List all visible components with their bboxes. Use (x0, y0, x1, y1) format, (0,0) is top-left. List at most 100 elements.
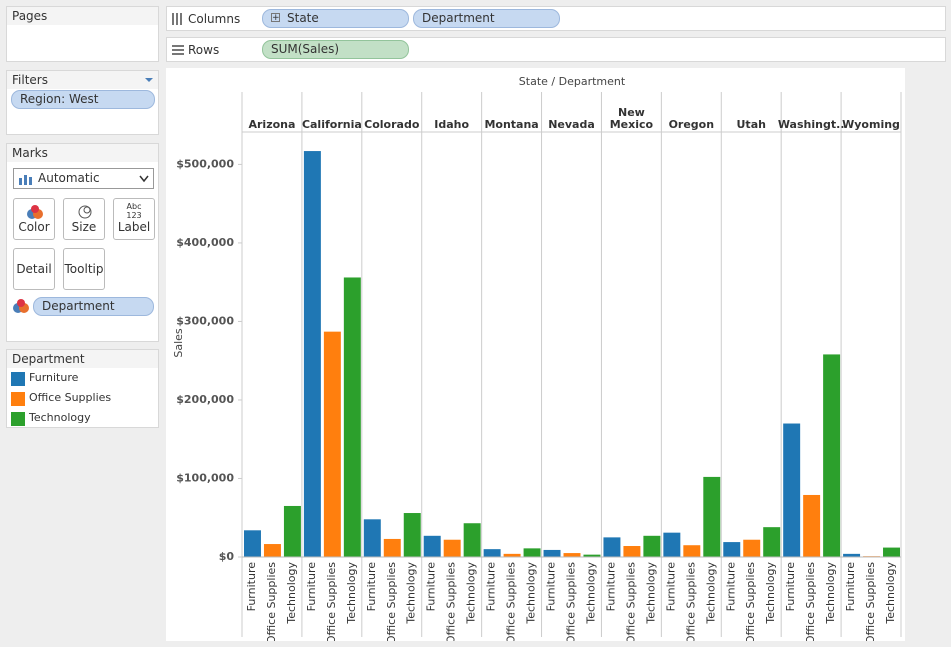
bar (244, 530, 261, 557)
bar (683, 545, 701, 557)
category-label: Furniture (245, 562, 258, 612)
detail-button[interactable]: Detail (13, 248, 55, 290)
y-tick-label: $0 (219, 550, 235, 563)
color-pill-icon (13, 299, 29, 313)
size-button[interactable]: Size (63, 198, 105, 240)
pages-title: Pages (7, 7, 158, 25)
category-label: Technology (824, 562, 837, 625)
bar (403, 513, 421, 557)
marks-title: Marks (7, 144, 158, 162)
column-header: Washingt.. (778, 118, 845, 131)
label-label: Label (117, 220, 151, 234)
category-label: Office Supplies (864, 562, 877, 641)
bar (343, 277, 361, 557)
category-label: Furniture (425, 562, 438, 612)
bar (563, 553, 581, 557)
y-tick-label: $500,000 (176, 157, 234, 170)
column-header: Utah (737, 118, 766, 131)
state-pill-text: State (287, 11, 319, 25)
marks-panel: Marks Automatic Color Size Abc 123 Label… (6, 143, 159, 342)
bar (883, 547, 900, 557)
department-pill[interactable]: Department (33, 297, 154, 316)
bar (463, 523, 481, 557)
bar (283, 505, 301, 557)
bar (703, 476, 721, 557)
rows-icon (172, 45, 184, 55)
column-header: Oregon (669, 118, 715, 131)
bar (543, 549, 561, 557)
category-label: Office Supplies (325, 562, 338, 641)
column-header: Montana (484, 118, 538, 131)
bar (823, 354, 841, 557)
sum-sales-pill[interactable]: SUM(Sales) (262, 40, 409, 59)
rows-label: Rows (188, 43, 220, 57)
legend-swatch[interactable] (11, 392, 25, 406)
legend-swatch[interactable] (11, 412, 25, 426)
bar (643, 535, 661, 557)
category-label: Technology (525, 562, 538, 625)
dropdown-arrow (139, 175, 149, 183)
label-icon: Abc 123 (126, 202, 142, 220)
category-label: Technology (465, 562, 478, 625)
tooltip-label: Tooltip (64, 262, 104, 276)
bar (783, 423, 801, 557)
category-label: Office Supplies (565, 562, 578, 641)
category-label: Technology (884, 562, 897, 625)
bar (723, 542, 741, 557)
bar (423, 535, 441, 557)
bar (623, 546, 641, 557)
category-label: Technology (345, 562, 358, 625)
columns-shelf: Columns + State Department (166, 6, 946, 31)
state-pill[interactable]: + State (262, 9, 409, 28)
color-button[interactable]: Color (13, 198, 55, 240)
legend-label[interactable]: Technology (29, 411, 91, 424)
legend-label[interactable]: Furniture (29, 371, 79, 384)
mark-type: Automatic (38, 171, 100, 185)
y-axis-label: Sales (172, 328, 185, 358)
tooltip-button[interactable]: Tooltip (63, 248, 105, 290)
category-label: Furniture (365, 562, 378, 612)
legend-panel: Department Furniture Office Supplies Techn… (6, 349, 159, 428)
filters-panel: Filters Region: West (6, 70, 159, 135)
bar (263, 544, 281, 557)
legend-title: Department (7, 350, 158, 368)
category-label: Furniture (604, 562, 617, 612)
column-header: California (302, 118, 362, 131)
category-label: Technology (704, 562, 717, 625)
y-tick-label: $200,000 (176, 393, 234, 406)
category-label: Technology (584, 562, 597, 625)
label-button[interactable]: Abc 123 Label (113, 198, 155, 240)
category-label: Furniture (545, 562, 558, 612)
column-header: Idaho (434, 118, 469, 131)
category-label: Office Supplies (804, 562, 817, 641)
legend-label[interactable]: Office Supplies (29, 391, 112, 404)
y-tick-label: $300,000 (176, 314, 234, 327)
bar (843, 553, 861, 557)
category-label: Furniture (784, 562, 797, 612)
bar (583, 554, 601, 557)
category-label: Furniture (664, 562, 677, 612)
category-label: Office Supplies (624, 562, 637, 641)
bar-icon (19, 175, 32, 185)
category-label: Office Supplies (385, 562, 398, 641)
color-icon (27, 205, 43, 219)
filters-menu[interactable] (144, 76, 154, 84)
category-label: Technology (644, 562, 657, 625)
filter-pill[interactable]: Region: West (11, 90, 155, 109)
category-label: Furniture (485, 562, 498, 612)
legend-swatch[interactable] (11, 372, 25, 386)
bar (803, 494, 821, 557)
bar (503, 553, 521, 557)
pages-panel: Pages (6, 6, 159, 62)
department-column-pill[interactable]: Department (413, 9, 560, 28)
column-header: Nevada (548, 118, 595, 131)
columns-label: Columns (188, 12, 241, 26)
column-header: Wyoming (842, 118, 900, 131)
category-label: Furniture (724, 562, 737, 612)
column-header: New Mexico (610, 106, 654, 131)
column-header: Arizona (248, 118, 295, 131)
category-label: Technology (764, 562, 777, 625)
mark-type-dropdown[interactable]: Automatic (13, 168, 154, 189)
columns-icon (172, 13, 182, 25)
